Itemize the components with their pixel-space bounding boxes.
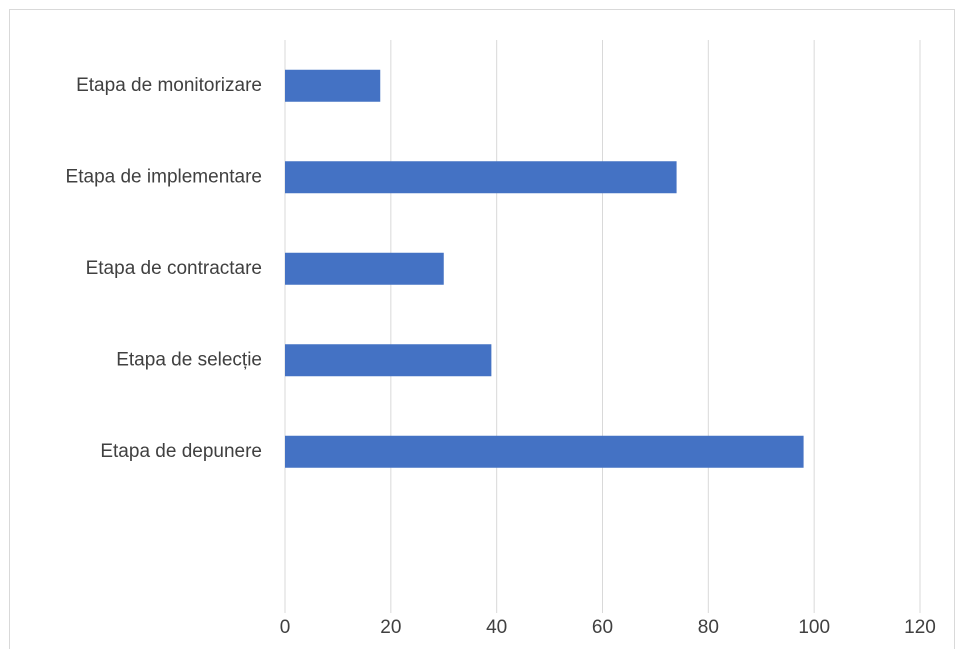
x-tick-label-40: 40: [486, 617, 507, 638]
x-tick-label-80: 80: [698, 617, 719, 638]
bars: [285, 69, 804, 468]
category-labels: Etapa de monitorizare Etapa de implementa…: [66, 75, 262, 462]
x-tick-label-60: 60: [592, 617, 613, 638]
chart-frame: [9, 9, 955, 649]
bar-2: [285, 161, 677, 194]
category-label-3: Etapa de contractare: [86, 258, 262, 279]
bar-1: [285, 69, 381, 102]
x-axis-tick-labels: 0 20 40 60 80 100 120: [280, 617, 936, 638]
category-label-1: Etapa de monitorizare: [76, 75, 262, 96]
x-tick-label-0: 0: [280, 617, 291, 638]
category-label-2: Etapa de implementare: [66, 166, 262, 187]
x-tick-label-20: 20: [380, 617, 401, 638]
bar-5: [285, 435, 804, 468]
category-label-4: Etapa de selecție: [116, 349, 262, 370]
x-tick-label-100: 100: [798, 617, 830, 638]
bar-4: [285, 344, 492, 377]
bar-3: [285, 252, 444, 285]
x-tick-label-120: 120: [904, 617, 936, 638]
gridlines: [284, 40, 921, 613]
category-label-5: Etapa de depunere: [100, 441, 262, 462]
